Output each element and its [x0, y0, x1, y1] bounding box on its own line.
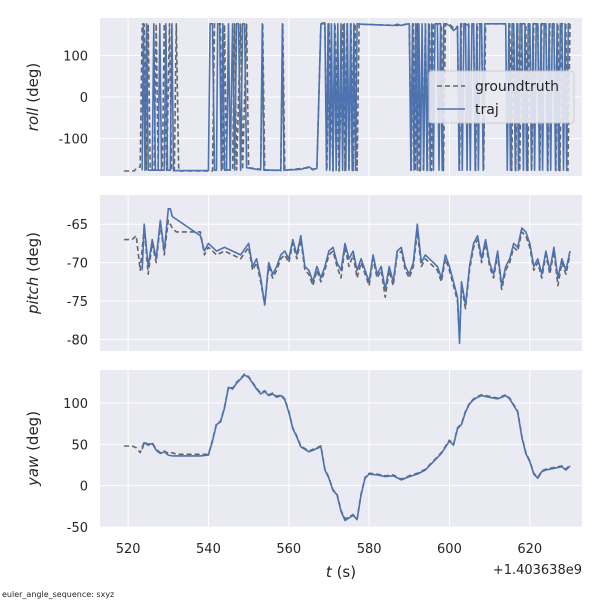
- y-tick-label: 100: [63, 49, 88, 64]
- y-tick-label: -80: [67, 333, 88, 348]
- y-tick-label: 50: [71, 438, 88, 453]
- x-tick-label: 600: [437, 542, 462, 557]
- y-axis-label-unit: (deg): [24, 411, 42, 456]
- x-tick-label: 620: [517, 542, 542, 557]
- footnote: euler_angle_sequence: sxyz: [2, 590, 114, 599]
- y-axis-label-var: roll: [24, 107, 42, 132]
- y-axis-label-var: pitch: [24, 277, 42, 315]
- y-tick-label: -100: [58, 133, 88, 148]
- series-line-traj: [141, 23, 570, 172]
- x-axis-label: t (s): [326, 563, 356, 581]
- y-axis-label: yaw (deg): [24, 411, 42, 487]
- y-axis-label: roll (deg): [24, 63, 42, 131]
- x-offset-label: +1.403638e9: [493, 563, 582, 578]
- y-axis-label-unit: (deg): [24, 232, 42, 277]
- y-tick-label: 0: [80, 480, 88, 495]
- legend: groundtruth traj: [428, 70, 575, 124]
- series-line-groundtruth: [124, 219, 571, 341]
- x-tick-label: 540: [196, 542, 221, 557]
- subplot-pitch: -80 -75 -70 -65 pitch (deg): [24, 195, 582, 351]
- y-tick-label: 100: [63, 397, 88, 412]
- y-tick-label: -65: [67, 218, 88, 233]
- y-tick-label: -50: [67, 521, 88, 536]
- legend-box: [428, 70, 575, 124]
- y-tick-label: 0: [80, 91, 88, 106]
- x-tick-label: 520: [116, 542, 141, 557]
- x-axis-label-var: t: [326, 563, 333, 581]
- x-axis-label-unit: (s): [332, 563, 356, 581]
- y-tick-label: -70: [67, 257, 88, 272]
- subplot-roll: -100 0 100 roll (deg) groundtruth traj: [24, 18, 582, 176]
- series-line-traj: [141, 374, 571, 522]
- series-line-traj: [141, 208, 571, 345]
- x-tick-label: 580: [357, 542, 382, 557]
- y-axis-label: pitch (deg): [24, 232, 42, 315]
- x-tick-label: 560: [276, 542, 301, 557]
- y-axis-label-var: yaw: [24, 455, 42, 487]
- plot-area: [100, 195, 582, 351]
- y-tick-label: -75: [67, 295, 88, 310]
- y-axis-label-unit: (deg): [24, 63, 42, 108]
- legend-label-traj: traj: [475, 102, 499, 118]
- plot-area: [100, 370, 582, 527]
- legend-label-groundtruth: groundtruth: [475, 79, 559, 95]
- subplot-yaw: 520 540 560 580 600 620 -50 0 50 100 yaw (deg) t (s…: [24, 370, 582, 581]
